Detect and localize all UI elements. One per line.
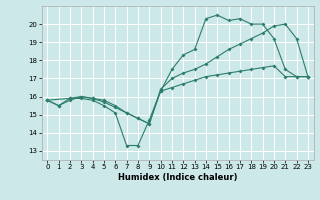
X-axis label: Humidex (Indice chaleur): Humidex (Indice chaleur): [118, 173, 237, 182]
